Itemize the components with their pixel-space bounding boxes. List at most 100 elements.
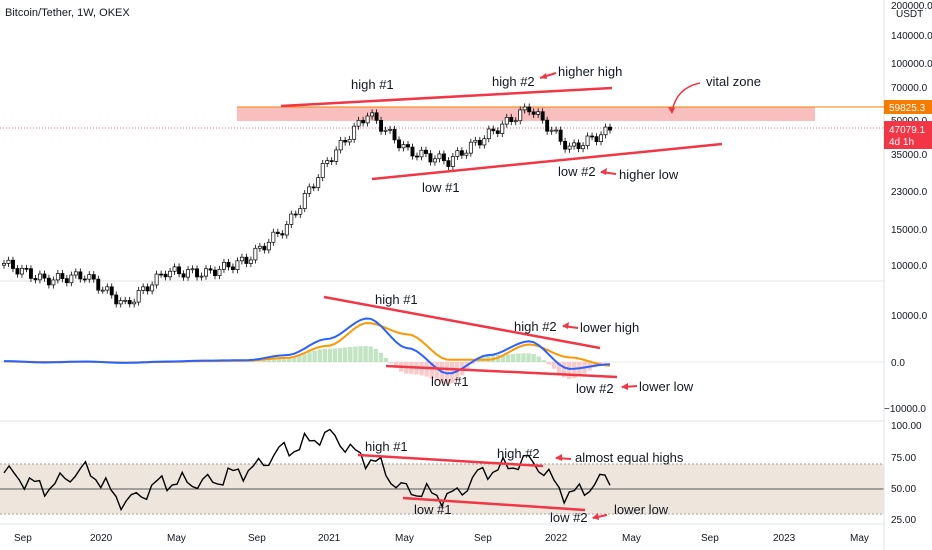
histogram-bar	[363, 346, 368, 362]
candle	[96, 278, 101, 291]
histogram-bar	[348, 347, 353, 362]
candle	[459, 150, 464, 156]
candle	[60, 273, 65, 279]
histogram-bar	[567, 362, 572, 379]
histogram-bar	[378, 352, 384, 362]
candle	[186, 269, 190, 278]
annotation-low-1: low #1	[422, 180, 460, 195]
time-tick: May	[395, 533, 414, 544]
annotation-high-1: high #1	[351, 77, 394, 92]
candle	[558, 129, 563, 142]
candle	[437, 153, 442, 160]
histogram-bar	[368, 346, 373, 362]
candle	[374, 112, 379, 121]
candle	[109, 286, 114, 296]
candle	[298, 208, 303, 215]
rsi-line	[3, 428, 611, 512]
annotation-higher-low: higher low	[619, 167, 679, 182]
histogram-bar	[256, 360, 261, 362]
histogram-bar	[388, 362, 394, 364]
candle	[204, 268, 208, 277]
candle	[500, 123, 505, 134]
macd-lower-trendline	[385, 364, 618, 379]
macd-line	[4, 317, 611, 375]
candle	[531, 111, 536, 115]
lower-trendline	[371, 142, 723, 181]
histogram-bar	[531, 354, 536, 362]
histogram-bar	[337, 348, 343, 362]
histogram-bar	[358, 346, 363, 362]
histogram-bar	[261, 359, 266, 362]
histogram-bar	[281, 357, 287, 362]
candle	[383, 129, 388, 132]
candle	[230, 266, 235, 270]
candle	[415, 155, 419, 158]
candle	[424, 149, 428, 154]
annotation-high-2: high #2	[492, 74, 535, 89]
annotation-low-1: low #1	[431, 374, 469, 389]
candle	[226, 261, 231, 268]
candle	[410, 146, 415, 157]
candle	[491, 128, 496, 132]
candle	[392, 128, 397, 141]
annotation-lower-low: lower low	[614, 502, 669, 517]
histogram-bar	[307, 352, 312, 362]
histogram-bar	[317, 349, 322, 362]
annotation-low-2: low #2	[558, 164, 596, 179]
histogram-bar	[271, 358, 277, 362]
candle	[208, 268, 213, 271]
rsi-tick: 25.00	[891, 515, 916, 526]
candle	[177, 266, 182, 275]
histogram-bar	[434, 362, 440, 382]
histogram-bar	[312, 350, 317, 362]
histogram-bar	[475, 359, 480, 362]
price-tick: 23000.0	[891, 187, 928, 198]
candle	[181, 273, 186, 278]
histogram-bar	[266, 358, 272, 362]
time-tick: Sep	[248, 533, 266, 544]
candle	[244, 256, 249, 264]
candle	[477, 139, 482, 146]
candle	[114, 294, 119, 305]
candle	[73, 271, 78, 276]
histogram-bar	[286, 357, 292, 362]
histogram-bar	[526, 353, 531, 362]
annotation-high-1: high #1	[375, 292, 418, 307]
candle	[145, 286, 150, 292]
price-candles	[2, 103, 612, 308]
histogram-bar	[276, 357, 282, 362]
candle	[334, 149, 339, 162]
price-tick: 100000.0	[891, 59, 932, 70]
vital-zone-tag-label: 59825.3	[889, 103, 926, 114]
candle	[6, 259, 11, 264]
time-tick: Sep	[474, 533, 492, 544]
annotation-higher-high: higher high	[558, 64, 622, 79]
candle	[365, 115, 370, 124]
candle	[594, 136, 599, 142]
price-axis: USDT 200000.0 140000.0 100000.0 70000.0 …	[884, 1, 932, 272]
candle	[428, 153, 433, 163]
candle	[289, 213, 294, 225]
time-tick: 2023	[773, 533, 796, 544]
candle	[316, 177, 321, 188]
histogram-bar	[602, 362, 608, 363]
candle	[69, 274, 74, 284]
candle	[311, 186, 316, 189]
histogram-bar	[327, 348, 333, 362]
histogram-bar	[292, 356, 297, 362]
macd-axis: 10000.0 0.0 −10000.0	[884, 311, 928, 415]
candle	[567, 145, 572, 150]
candle	[599, 134, 603, 142]
histogram-bar	[592, 362, 597, 368]
candle	[154, 273, 159, 286]
rsi-lower-trendline	[402, 496, 586, 512]
vital-zone-tag	[884, 100, 932, 114]
candle	[356, 119, 361, 127]
histogram-bar	[373, 348, 378, 362]
candle	[576, 142, 581, 150]
candle	[150, 284, 155, 292]
histogram-bar	[302, 353, 307, 362]
candle	[42, 273, 47, 279]
macd-annotations: high #1 high #2 lower high low #1 low #2…	[375, 292, 694, 396]
